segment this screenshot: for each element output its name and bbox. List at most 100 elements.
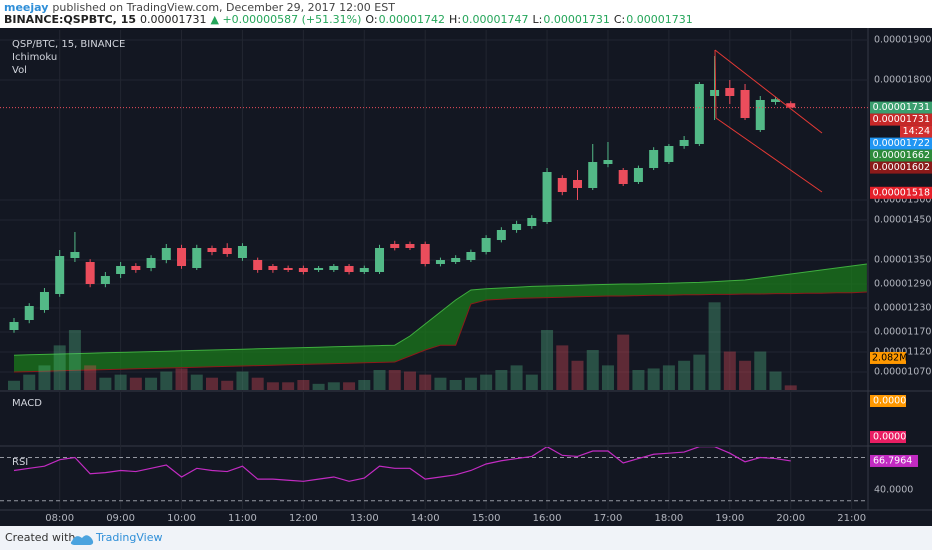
price-label: 0.00001602: [873, 162, 930, 173]
candle-body: [694, 84, 704, 144]
candle-body: [603, 160, 613, 164]
volume-bar: [266, 382, 279, 390]
volume-bar: [373, 370, 386, 390]
volume-bar: [297, 380, 310, 390]
candle-body: [161, 248, 171, 260]
price-label: 14:24: [903, 126, 930, 137]
volume-bar: [784, 385, 797, 390]
volume-bar: [495, 370, 508, 390]
header-text: published on TradingView.com, December 2…: [52, 1, 395, 14]
volume-bar: [693, 354, 706, 390]
candle-body: [146, 258, 156, 268]
volume-bar: [525, 374, 538, 390]
price-label-box: [870, 137, 932, 150]
volume-bar: [114, 374, 127, 390]
header-text: ▲ +0.00000587 (+51.31%): [210, 13, 361, 26]
y-tick-label: 0.00001230: [874, 303, 931, 314]
rsi-title: RSI: [12, 457, 28, 468]
price-label-box: [900, 125, 932, 138]
candle-body: [24, 306, 34, 320]
volume-bar: [556, 345, 569, 390]
header-text: 0.00001731: [543, 13, 609, 26]
x-tick-label: 13:00: [350, 513, 379, 524]
y-tick-label: 0.00001450: [874, 215, 931, 226]
candle-body: [253, 260, 263, 270]
candle-body: [116, 266, 126, 274]
header-text: 0.00001731: [140, 13, 206, 26]
y-tick-label: 0.00001290: [874, 279, 931, 290]
header-text: 0.00001742: [379, 13, 445, 26]
x-tick-label: 15:00: [472, 513, 501, 524]
candle-body: [85, 262, 95, 284]
rsi-line: [13, 447, 791, 482]
rsi-tick-label: 40.0000: [874, 484, 913, 495]
trend-line: [714, 49, 823, 134]
header-text: BINANCE:QSPBTC, 15: [4, 13, 136, 26]
volume-bar: [601, 365, 614, 390]
candle-body: [283, 268, 293, 270]
x-tick-label: 11:00: [228, 513, 257, 524]
footer-brand[interactable]: TradingView: [95, 531, 162, 544]
candle-body: [573, 180, 583, 188]
candle-body: [268, 266, 278, 270]
candle-body: [557, 178, 567, 192]
volume-bar: [480, 374, 493, 390]
y-tick-label: 0.00001070: [874, 367, 931, 378]
candle-body: [375, 248, 385, 272]
candle-body: [207, 248, 217, 252]
candle-body: [512, 224, 522, 230]
header-text: L:: [533, 13, 543, 26]
volume-bar: [388, 370, 401, 390]
price-label-box: [870, 161, 932, 174]
ichimoku-span: [13, 263, 867, 356]
rsi-label-box: [870, 454, 918, 467]
y-tick-label: 0.00001350: [874, 255, 931, 266]
candle-body: [344, 266, 354, 272]
x-tick-label: 16:00: [533, 513, 562, 524]
candle-body: [679, 140, 689, 146]
macd-title: MACD: [12, 398, 42, 409]
candle-body: [466, 252, 476, 260]
price-label-box: [870, 101, 932, 114]
price-label: 0.00001731: [873, 102, 930, 113]
volume-bar: [38, 365, 51, 390]
header-text: meejay: [4, 1, 48, 14]
candle-body: [70, 252, 80, 258]
candle-body: [222, 248, 232, 254]
candle-body: [237, 246, 247, 258]
indicator-label: Ichimoku: [12, 52, 57, 63]
price-label-box: [870, 149, 932, 162]
y-tick-label: 0.00001900: [874, 35, 931, 46]
volume-bar: [632, 370, 645, 390]
trend-line: [715, 117, 823, 193]
volume-bar: [251, 377, 264, 390]
volume-bar: [236, 371, 249, 390]
volume-bar: [221, 380, 234, 390]
candle-body: [771, 99, 780, 102]
macd-label: 0.0000: [873, 396, 906, 407]
volume-bar: [160, 371, 173, 390]
header-text: H:: [449, 13, 461, 26]
candle-body: [710, 90, 720, 96]
volume-bar: [343, 382, 356, 390]
candle-body: [405, 244, 415, 248]
candle-body: [192, 248, 202, 268]
volume-bar: [449, 380, 462, 390]
indicator-label: Vol: [12, 65, 27, 76]
candle-body: [542, 172, 552, 222]
volume-bar: [617, 334, 630, 390]
volume-bar: [541, 330, 554, 390]
candle-body: [451, 258, 461, 262]
x-tick-label: 19:00: [715, 513, 744, 524]
candle-body: [359, 268, 369, 272]
price-label-box: [870, 186, 932, 199]
volume-bar: [739, 360, 752, 390]
ichimoku-span: [13, 291, 867, 373]
candle-body: [588, 162, 598, 188]
volume-bar: [190, 374, 203, 390]
candle-body: [329, 266, 339, 270]
price-label: 0.00001662: [873, 150, 930, 161]
volume-bar: [99, 377, 112, 390]
x-tick-label: 17:00: [594, 513, 623, 524]
logo-icon: [70, 535, 94, 545]
